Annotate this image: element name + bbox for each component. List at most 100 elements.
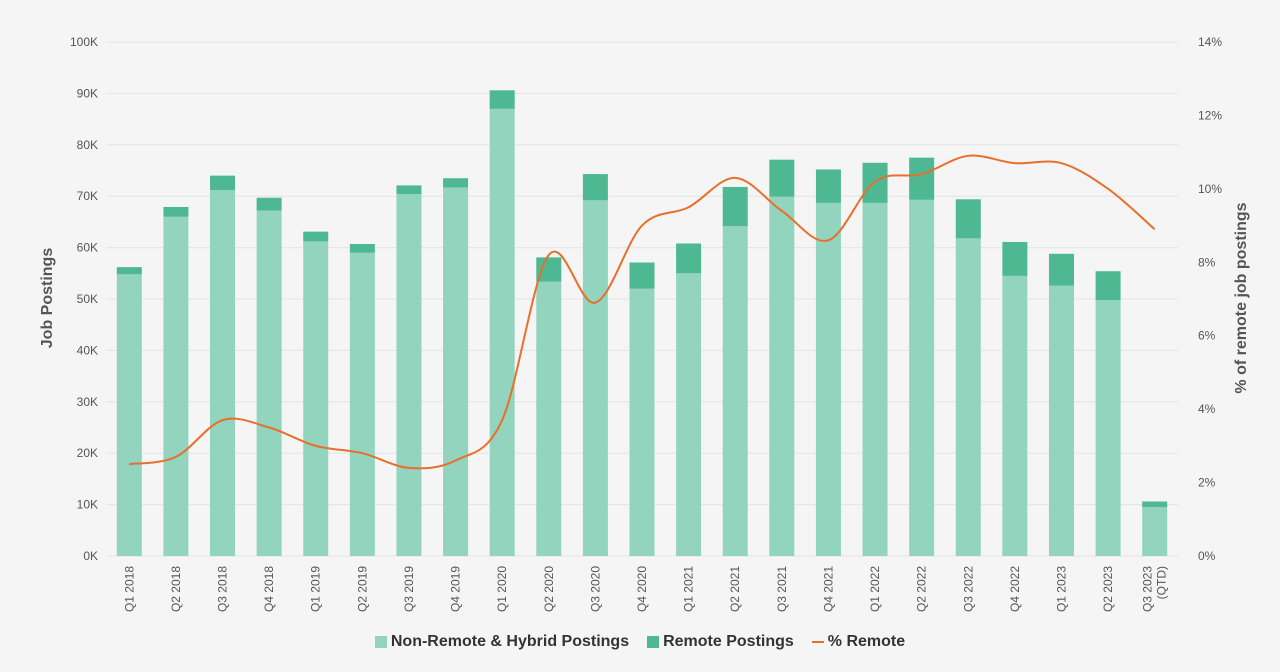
- bar-non-remote[interactable]: [443, 187, 469, 556]
- y-right-tick-label: 4%: [1198, 402, 1216, 416]
- y-tick-label: 90K: [77, 86, 98, 100]
- bar-remote[interactable]: [1002, 241, 1028, 276]
- y-right-tick-label: 2%: [1198, 476, 1216, 490]
- bar-non-remote[interactable]: [1095, 300, 1121, 556]
- x-tick-label-line: (QTD): [1155, 566, 1169, 599]
- legend-item-non-remote[interactable]: Non-Remote & Hybrid Postings: [374, 633, 629, 651]
- x-tick-label-text: Q3 2018: [216, 566, 230, 612]
- bar-remote[interactable]: [769, 159, 795, 197]
- legend-label: % Remote: [827, 633, 906, 650]
- x-tick-label: Q3 2023 (QTD): [1141, 566, 1169, 612]
- bar-remote[interactable]: [489, 90, 515, 109]
- x-tick-label: Q2 2021: [728, 566, 742, 612]
- bar-remote[interactable]: [303, 231, 329, 242]
- bar-remote[interactable]: [163, 206, 189, 217]
- y-tick-label: 100K: [70, 35, 98, 49]
- bar-non-remote[interactable]: [629, 288, 655, 556]
- bar-remote[interactable]: [443, 178, 469, 188]
- y-right-tick-label: 14%: [1198, 35, 1222, 49]
- bar-non-remote[interactable]: [1048, 285, 1074, 556]
- bar-non-remote[interactable]: [116, 274, 142, 556]
- bar-remote[interactable]: [536, 257, 562, 282]
- x-tick-label: Q4 2018: [262, 566, 276, 612]
- x-tick-label-text: Q3 2019: [402, 566, 416, 612]
- x-tick-label-text: Q1 2020: [495, 566, 509, 612]
- line-percent-remote[interactable]: [129, 154, 1156, 470]
- bar-remote[interactable]: [256, 197, 282, 211]
- legend-swatch-percent-remote: [811, 641, 824, 643]
- bar-non-remote[interactable]: [1002, 275, 1028, 556]
- bar-non-remote[interactable]: [909, 199, 935, 556]
- bar-non-remote[interactable]: [955, 238, 981, 556]
- x-tick-label: Q1 2019: [309, 566, 323, 612]
- legend-swatch-remote: [647, 636, 660, 648]
- x-tick-label: Q4 2020: [635, 566, 649, 612]
- bar-remote[interactable]: [582, 174, 608, 201]
- bar-non-remote[interactable]: [489, 108, 515, 556]
- x-tick-label: Q1 2023: [1054, 566, 1068, 612]
- line-series: [129, 154, 1156, 470]
- x-tick-label: Q3 2022: [961, 566, 975, 612]
- bar-remote[interactable]: [862, 162, 888, 203]
- x-tick-label-text: Q2 2018: [169, 566, 183, 612]
- x-tick-label: Q1 2018: [122, 566, 136, 612]
- bar-non-remote[interactable]: [769, 196, 795, 557]
- x-tick-label: Q2 2020: [542, 566, 556, 612]
- y-right-tick-label: 0%: [1198, 549, 1216, 563]
- bars: [116, 90, 1168, 557]
- x-tick-label-text: Q4 2021: [821, 566, 835, 612]
- y-tick-label: 60K: [77, 241, 98, 255]
- x-tick-label-text: Q2 2022: [915, 566, 929, 612]
- y-axis-left-title: Job Postings: [39, 248, 56, 349]
- bar-non-remote[interactable]: [582, 200, 608, 556]
- legend: Non-Remote & Hybrid Postings Remote Post…: [0, 633, 1280, 651]
- x-tick-label: Q1 2021: [682, 566, 696, 612]
- bar-remote[interactable]: [909, 157, 935, 200]
- y-right-tick-label: 6%: [1198, 329, 1216, 343]
- x-tick-label: Q4 2021: [821, 566, 835, 612]
- bar-remote[interactable]: [396, 185, 422, 195]
- bar-remote[interactable]: [1048, 253, 1074, 286]
- bar-non-remote[interactable]: [396, 194, 422, 557]
- bar-non-remote[interactable]: [303, 241, 329, 556]
- x-tick-label-line: Q3 2023: [1141, 566, 1155, 612]
- bar-non-remote[interactable]: [210, 190, 236, 557]
- bar-non-remote[interactable]: [256, 210, 282, 557]
- bar-remote[interactable]: [629, 262, 655, 289]
- x-tick-label: Q2 2018: [169, 566, 183, 612]
- x-tick-label: Q2 2022: [915, 566, 929, 612]
- bar-non-remote[interactable]: [815, 202, 841, 556]
- bar-remote[interactable]: [815, 169, 841, 203]
- bar-non-remote[interactable]: [722, 226, 748, 556]
- x-tick-label-text: Q3 2020: [588, 566, 602, 612]
- x-tick-label-text: Q1 2019: [309, 566, 323, 612]
- legend-item-percent-remote[interactable]: % Remote: [811, 633, 906, 651]
- bar-remote[interactable]: [955, 199, 981, 239]
- x-tick-label-text: Q4 2020: [635, 566, 649, 612]
- x-tick-label-text: Q2 2023: [1101, 566, 1115, 612]
- bar-remote[interactable]: [349, 244, 375, 253]
- bar-non-remote[interactable]: [163, 216, 189, 556]
- x-tick-label: Q1 2022: [868, 566, 882, 612]
- bar-remote[interactable]: [210, 175, 236, 191]
- bar-remote[interactable]: [1095, 271, 1121, 301]
- y-right-tick-label: 10%: [1198, 182, 1222, 196]
- bar-non-remote[interactable]: [1142, 507, 1168, 556]
- bar-remote[interactable]: [722, 186, 748, 227]
- x-tick-label: Q1 2020: [495, 566, 509, 612]
- bar-remote[interactable]: [1142, 501, 1168, 508]
- bar-remote[interactable]: [676, 243, 702, 274]
- x-tick-label-text: Q1 2018: [122, 566, 136, 612]
- x-tick-label: Q3 2019: [402, 566, 416, 612]
- bar-non-remote[interactable]: [349, 252, 375, 557]
- legend-item-remote[interactable]: Remote Postings: [647, 633, 794, 651]
- y-axis-left-ticks: 0K 10K 20K 30K 40K 50K 60K 70K 80K 90K 100K: [70, 35, 98, 563]
- bar-non-remote[interactable]: [862, 202, 888, 556]
- bar-non-remote[interactable]: [676, 273, 702, 556]
- bar-non-remote[interactable]: [536, 281, 562, 556]
- x-tick-label: Q2 2019: [355, 566, 369, 612]
- chart: 0K 10K 20K 30K 40K 50K 60K 70K 80K 90K 100K 0% 2% 4%…: [39, 35, 1250, 612]
- y-axis-right-ticks: 0% 2% 4% 6% 8% 10% 12% 14%: [1198, 35, 1222, 563]
- bar-remote[interactable]: [116, 267, 142, 275]
- y-tick-label: 30K: [77, 395, 98, 409]
